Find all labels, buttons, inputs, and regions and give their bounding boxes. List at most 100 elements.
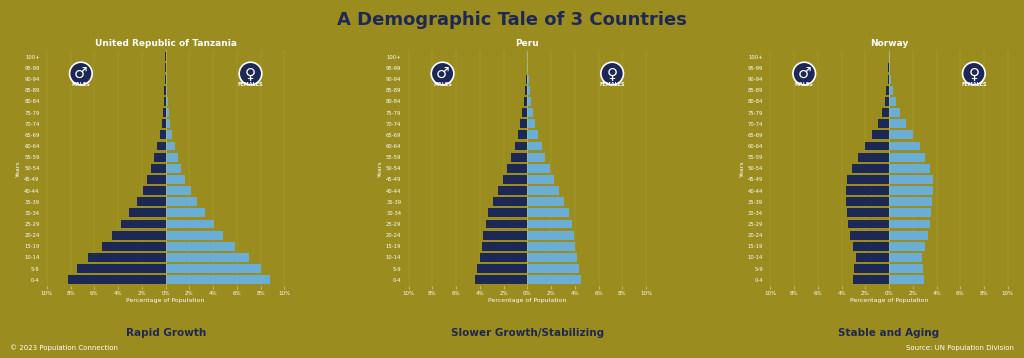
Bar — [511, 153, 527, 161]
Bar — [888, 74, 889, 83]
Bar — [527, 275, 581, 284]
Bar — [889, 264, 924, 273]
Bar — [147, 175, 166, 184]
Bar — [162, 119, 166, 128]
Bar — [856, 253, 889, 262]
Text: MALES: MALES — [72, 82, 90, 87]
Bar — [499, 186, 527, 195]
Text: ♂: ♂ — [436, 66, 450, 81]
Bar — [850, 231, 889, 240]
Bar — [889, 197, 933, 206]
Bar — [166, 141, 175, 150]
Bar — [163, 108, 166, 117]
Bar — [477, 264, 527, 273]
Bar — [514, 141, 527, 150]
Bar — [887, 86, 889, 95]
Bar — [166, 186, 190, 195]
Bar — [889, 208, 931, 217]
Bar — [160, 130, 166, 139]
Text: MALES: MALES — [795, 82, 814, 87]
Bar — [520, 119, 527, 128]
Bar — [166, 264, 261, 273]
Bar — [889, 231, 928, 240]
Text: A Demographic Tale of 3 Countries: A Demographic Tale of 3 Countries — [337, 11, 687, 29]
Bar — [852, 164, 889, 173]
Text: FEMALES: FEMALES — [962, 82, 986, 87]
Bar — [889, 141, 920, 150]
Bar — [889, 164, 930, 173]
Bar — [165, 86, 166, 95]
Bar — [166, 97, 168, 106]
Bar — [166, 86, 167, 95]
Text: ♂: ♂ — [74, 66, 88, 81]
Bar — [166, 275, 270, 284]
X-axis label: Percentage of Population: Percentage of Population — [850, 298, 928, 303]
Bar — [853, 242, 889, 251]
Bar — [527, 253, 578, 262]
Bar — [527, 197, 564, 206]
Bar — [503, 175, 527, 184]
Bar — [525, 86, 527, 95]
Bar — [527, 97, 531, 106]
Bar — [493, 197, 527, 206]
Bar — [166, 253, 249, 262]
Bar — [129, 208, 166, 217]
Bar — [166, 197, 198, 206]
Bar — [872, 130, 889, 139]
Bar — [848, 219, 889, 228]
Bar — [889, 242, 926, 251]
Bar — [157, 141, 166, 150]
Y-axis label: Years: Years — [16, 160, 22, 176]
Bar — [164, 97, 166, 106]
Bar — [517, 130, 527, 139]
Bar — [889, 275, 925, 284]
Bar — [527, 175, 554, 184]
Bar — [113, 231, 166, 240]
Bar — [527, 119, 536, 128]
Text: ♀: ♀ — [606, 66, 617, 81]
Title: Peru: Peru — [515, 39, 540, 48]
Bar — [482, 242, 527, 251]
Bar — [166, 208, 205, 217]
Bar — [527, 86, 529, 95]
Bar — [853, 275, 889, 284]
Bar — [166, 164, 181, 173]
Bar — [485, 219, 527, 228]
X-axis label: Percentage of Population: Percentage of Population — [488, 298, 566, 303]
Text: FEMALES: FEMALES — [238, 82, 263, 87]
Bar — [889, 119, 906, 128]
Bar — [88, 253, 166, 262]
Bar — [882, 108, 889, 117]
Bar — [889, 130, 912, 139]
Text: Stable and Aging: Stable and Aging — [839, 328, 940, 338]
Text: MALES: MALES — [433, 82, 452, 87]
Bar — [522, 108, 527, 117]
Bar — [527, 130, 539, 139]
Bar — [527, 108, 534, 117]
Bar — [121, 219, 166, 228]
Bar — [846, 197, 889, 206]
Bar — [77, 264, 166, 273]
Bar — [889, 153, 926, 161]
X-axis label: Percentage of Population: Percentage of Population — [127, 298, 205, 303]
Text: FEMALES: FEMALES — [599, 82, 625, 87]
Bar — [527, 141, 542, 150]
Bar — [475, 275, 527, 284]
Bar — [889, 253, 923, 262]
Y-axis label: Years: Years — [378, 160, 383, 176]
Bar — [527, 242, 575, 251]
Bar — [889, 74, 891, 83]
Bar — [885, 97, 889, 106]
Bar — [507, 164, 527, 173]
Bar — [166, 130, 172, 139]
Bar — [136, 197, 166, 206]
Bar — [889, 97, 896, 106]
Bar — [889, 108, 900, 117]
Bar — [889, 175, 933, 184]
Bar — [166, 119, 170, 128]
Bar — [889, 219, 931, 228]
Y-axis label: Years: Years — [739, 160, 744, 176]
Bar — [483, 231, 527, 240]
Bar — [166, 231, 223, 240]
Bar — [155, 153, 166, 161]
